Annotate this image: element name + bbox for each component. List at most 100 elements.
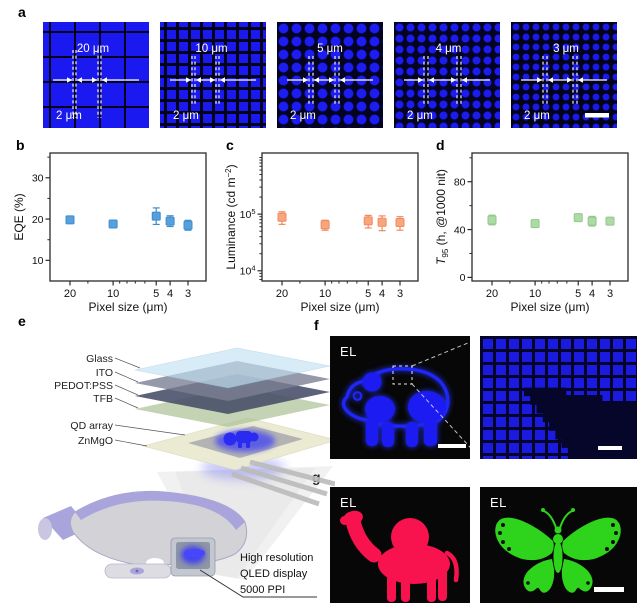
measure-arrowhead bbox=[329, 77, 334, 83]
y-tick-label: 30 bbox=[32, 173, 44, 185]
pitch-label: 10 μm bbox=[195, 43, 227, 55]
x-tick-label: 10 bbox=[319, 288, 331, 300]
label-tfb: TFB bbox=[93, 393, 113, 405]
butterfly-antenna bbox=[559, 510, 573, 529]
butterfly-hindwing-right bbox=[561, 559, 593, 593]
elephant-leg bbox=[366, 418, 378, 446]
y-tick-label: 0 bbox=[460, 272, 466, 284]
y-axis-label: EQE (%) bbox=[12, 193, 26, 240]
micrograph-annotations: 5 μm 2 μm bbox=[287, 43, 373, 122]
x-tick-label: 5 bbox=[575, 288, 581, 300]
elephant-ear bbox=[362, 372, 382, 392]
el-label-g-left: EL bbox=[340, 495, 357, 510]
camel-neck bbox=[345, 513, 382, 563]
x-tick-label: 3 bbox=[185, 288, 191, 300]
measure-arrowhead bbox=[567, 77, 572, 83]
micrograph-20μm: 20 μm 2 μm bbox=[43, 22, 149, 128]
gap-label: 2 μm bbox=[56, 110, 82, 122]
x-tick-label: 4 bbox=[379, 288, 385, 300]
measure-arrowhead bbox=[418, 77, 423, 83]
x-tick-label: 4 bbox=[167, 288, 173, 300]
measure-arrowhead bbox=[77, 77, 82, 83]
camel-leg bbox=[401, 577, 410, 602]
micrograph-annotations: 20 μm 2 μm bbox=[53, 43, 139, 122]
panel-label-c: c bbox=[226, 137, 234, 153]
camel-drawing bbox=[340, 510, 459, 602]
el-label-f: EL bbox=[340, 344, 357, 359]
layer-pointer-lines bbox=[114, 357, 186, 447]
measure-arrowhead bbox=[196, 77, 201, 83]
scale-bar bbox=[438, 444, 466, 448]
x-axis-label: Pixel size (μm) bbox=[511, 300, 590, 314]
el-label-g-right: EL bbox=[490, 495, 507, 510]
butterfly-body bbox=[553, 541, 563, 573]
gap-label: 2 μm bbox=[524, 110, 550, 122]
label-pedotpss: PEDOT:PSS bbox=[54, 380, 113, 392]
data-point bbox=[605, 216, 615, 226]
elephant-leg bbox=[382, 422, 394, 447]
measure-arrowhead bbox=[220, 77, 225, 83]
butterfly-hindwing-left bbox=[523, 559, 555, 593]
data-point bbox=[65, 215, 75, 225]
butterfly-wing-spots bbox=[498, 523, 618, 585]
smart-glasses bbox=[38, 490, 248, 579]
gap-label: 2 μm bbox=[407, 110, 433, 122]
x-tick-label: 4 bbox=[589, 288, 595, 300]
data-point bbox=[377, 217, 387, 227]
camel-tail bbox=[444, 550, 459, 583]
measure-arrowhead bbox=[186, 77, 191, 83]
butterfly-antenna-tip bbox=[541, 508, 545, 512]
annotation-line-3: 5000 PPI bbox=[240, 584, 285, 596]
y-axis-label: Luminance (cd m−2) bbox=[224, 164, 238, 269]
label-znmgo: ZnMgO bbox=[78, 435, 113, 447]
micrograph-annotations: 10 μm 2 μm bbox=[170, 43, 256, 122]
chart-svg-d: 0 40 80 20 10 5 4 3 Pixel size (μm) T95 (h, @1000… bbox=[434, 152, 629, 314]
x-tick-label: 20 bbox=[64, 288, 76, 300]
pitch-label: 3 μm bbox=[553, 43, 579, 55]
gap-label: 2 μm bbox=[290, 110, 316, 122]
measure-arrowhead bbox=[67, 77, 72, 83]
label-qd-array: QD array bbox=[70, 420, 113, 432]
axis-box bbox=[471, 152, 629, 282]
el-image-pixel-zoom bbox=[480, 336, 637, 459]
butterfly-head bbox=[554, 526, 562, 534]
measure-arrowhead bbox=[340, 77, 345, 83]
micrograph-5μm: 5 μm 2 μm bbox=[277, 22, 383, 128]
x-tick-label: 20 bbox=[276, 288, 288, 300]
measure-arrowhead bbox=[462, 77, 467, 83]
measure-arrowhead bbox=[102, 77, 107, 83]
micrograph-10μm: 10 μm 2 μm bbox=[160, 22, 266, 128]
annotation-pointer-line bbox=[199, 569, 317, 598]
annotation-line-2: QLED display bbox=[240, 568, 308, 580]
panel-label-f: f bbox=[314, 317, 319, 333]
y-tick-label: 40 bbox=[454, 224, 466, 236]
micrograph-annotations: 3 μm 2 μm bbox=[521, 43, 609, 122]
measure-arrowhead bbox=[548, 77, 553, 83]
scale-bar bbox=[594, 587, 624, 592]
y-tick-label: 105 bbox=[240, 207, 256, 221]
panel-label-d: d bbox=[436, 137, 445, 153]
chart-luminance: 104 105 20 10 5 4 3 Pixel size (μm) Luminance (c… bbox=[222, 145, 427, 315]
measure-arrowhead bbox=[578, 77, 583, 83]
x-tick-label: 5 bbox=[153, 288, 159, 300]
y-axis-label: T95 (h, @1000 nit) bbox=[434, 169, 450, 265]
qd-array-elephant-pattern bbox=[223, 431, 259, 448]
annotation-line-1: High resolution bbox=[240, 552, 313, 564]
panel-label-e: e bbox=[18, 313, 26, 329]
y-tick-label: 10 bbox=[32, 255, 44, 267]
micrograph-annotations: 4 μm 2 μm bbox=[404, 43, 490, 122]
gap-label: 2 μm bbox=[173, 110, 199, 122]
elephant-leg bbox=[424, 418, 437, 446]
x-tick-label: 20 bbox=[486, 288, 498, 300]
x-axis-label: Pixel size (μm) bbox=[301, 300, 380, 314]
measure-arrowhead bbox=[537, 77, 542, 83]
x-axis-label: Pixel size (μm) bbox=[89, 300, 168, 314]
butterfly-drawing bbox=[495, 508, 621, 593]
el-image-butterfly: EL bbox=[480, 487, 637, 603]
el-image-camel: EL bbox=[330, 487, 470, 603]
measure-arrowhead bbox=[210, 77, 215, 83]
scale-bar bbox=[585, 113, 609, 118]
axis-box bbox=[49, 152, 207, 282]
y-tick-label: 20 bbox=[32, 214, 44, 226]
panel-label-a: a bbox=[18, 4, 26, 20]
